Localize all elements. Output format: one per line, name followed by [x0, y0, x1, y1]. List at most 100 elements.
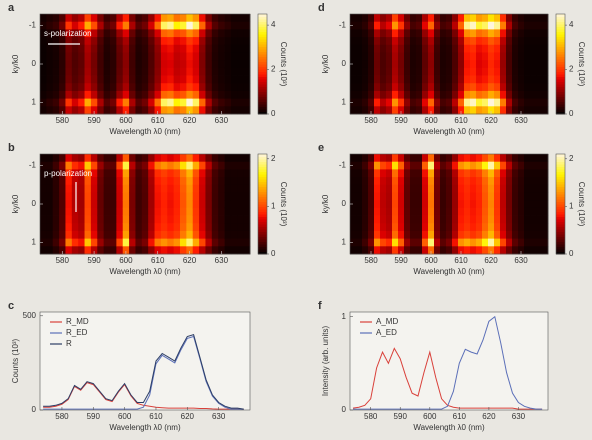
heat-cell [404, 161, 411, 170]
heat-cell [211, 67, 219, 76]
heat-cell [110, 200, 117, 209]
heat-cell [122, 21, 130, 30]
heat-cell [46, 184, 54, 193]
colorbar-step [556, 81, 565, 85]
heat-cell [458, 154, 465, 163]
colorbar-step [258, 164, 267, 167]
heat-cell [374, 200, 381, 209]
heat-cell [452, 238, 459, 247]
heat-cell [386, 75, 393, 84]
heat-cell [59, 75, 66, 84]
heat-cell [103, 200, 111, 209]
heat-cell [506, 200, 513, 209]
heat-cell [90, 161, 98, 170]
heat-cell [410, 90, 417, 100]
legend-label: R_ED [66, 328, 88, 337]
colorbar-step [556, 79, 565, 82]
heat-cell [440, 200, 447, 209]
y-tick-label: 1 [342, 238, 347, 247]
heat-cell [494, 29, 501, 38]
colorbar-step [556, 111, 565, 115]
colorbar-step [556, 214, 565, 217]
heat-cell [458, 184, 465, 193]
heat-cell [141, 52, 149, 61]
heat-cell [192, 177, 200, 186]
heat-cell [362, 161, 369, 170]
heat-cell [199, 215, 206, 224]
heat-cell [192, 246, 200, 255]
heat-cell [116, 67, 124, 76]
line-series [43, 335, 244, 410]
heat-cell [506, 154, 513, 163]
heat-cell [398, 184, 405, 193]
x-tick-label: 600 [119, 116, 133, 125]
heat-cell [154, 192, 162, 201]
heat-cell [542, 37, 549, 46]
heat-cell [458, 223, 465, 232]
heat-cell [356, 223, 363, 232]
heat-cell [230, 246, 238, 255]
heat-cell [530, 90, 537, 100]
colorbar-step [258, 234, 267, 237]
colorbar-step [258, 226, 267, 230]
heat-cell [192, 83, 200, 92]
colorbar-step [258, 91, 267, 95]
colorbar-step [556, 216, 565, 220]
colorbar-frame [555, 13, 566, 115]
heat-cell [192, 98, 200, 107]
heat-cell [173, 21, 181, 30]
colorbar-step [556, 171, 565, 175]
heat-cell [392, 37, 399, 46]
heat-cell [410, 192, 417, 201]
heat-cell [404, 37, 411, 46]
heat-cell [243, 67, 251, 76]
heat-cell [135, 192, 143, 201]
heat-cell [167, 223, 175, 232]
heat-cell [160, 67, 168, 76]
heat-cell [192, 29, 200, 38]
heat-cell [476, 90, 483, 100]
heat-cell [84, 60, 92, 69]
heat-cell [40, 238, 47, 247]
heat-cell [192, 21, 200, 30]
heat-cell [46, 246, 54, 255]
heat-cell [243, 21, 251, 30]
colorbar-step [556, 241, 565, 245]
colorbar-step [258, 246, 267, 250]
heat-cell [173, 60, 181, 69]
heat-cell [494, 230, 501, 240]
heat-cell [218, 21, 225, 30]
colorbar-step [556, 246, 565, 250]
heat-cell [122, 246, 130, 255]
heat-cell [129, 154, 136, 163]
heat-cell [368, 98, 375, 107]
heat-cell [494, 161, 501, 170]
heat-cell [154, 161, 162, 170]
heat-cell [458, 83, 465, 92]
heat-cell [398, 154, 405, 163]
heat-cell [71, 60, 79, 69]
heat-cell [518, 29, 525, 38]
heat-cell [135, 44, 143, 53]
heat-cell [518, 90, 525, 100]
heat-cell [410, 21, 417, 30]
heat-cell [59, 215, 66, 224]
heat-cell [416, 177, 423, 186]
heat-cell [512, 154, 519, 163]
heat-cell [416, 230, 423, 240]
heat-cell [422, 184, 429, 193]
heat-cell [103, 60, 111, 69]
colorbar-step [258, 14, 267, 17]
heat-cell [362, 14, 369, 23]
heat-cell [482, 52, 489, 61]
heat-cell [160, 83, 168, 92]
colorbar-tick-label: 1 [271, 201, 276, 210]
heat-cell [52, 215, 60, 224]
heat-cell [97, 29, 105, 38]
heat-cell [500, 169, 507, 178]
heat-cell [186, 177, 194, 186]
heat-cell [506, 44, 513, 53]
colorbar-tick-label: 2 [271, 154, 276, 163]
heat-cell [500, 21, 507, 30]
heat-cell [524, 161, 531, 170]
